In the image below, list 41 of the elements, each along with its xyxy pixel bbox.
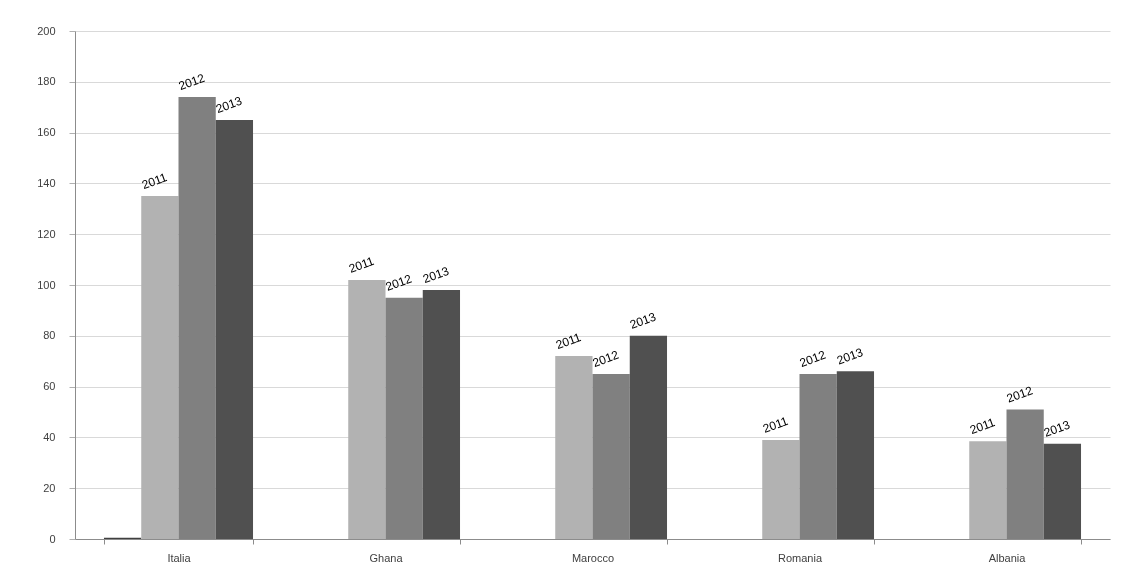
bar: [629, 335, 668, 539]
text: 2011: [760, 413, 790, 436]
bar: [348, 279, 386, 539]
y-tick-label: 60: [43, 380, 56, 393]
y-tick-label: 40: [43, 430, 56, 443]
text: 2013: [834, 345, 865, 368]
text: 2011: [553, 330, 583, 353]
bar: [555, 356, 593, 539]
text: 2011: [346, 253, 376, 276]
y-tick-label: 200: [37, 24, 56, 37]
text: 2013: [627, 309, 658, 332]
bar: [1043, 443, 1082, 539]
text: 2012: [176, 70, 207, 94]
y-tick-label: 20: [43, 481, 56, 494]
x-tick-label: Albania: [988, 551, 1027, 564]
text: 2012: [383, 271, 414, 294]
y-tick-label: 100: [37, 278, 56, 291]
text: 2013: [1041, 417, 1072, 440]
x-tick-label: Italia: [167, 551, 192, 564]
y-tick-label: 180: [37, 75, 56, 88]
text: 2012: [1004, 383, 1035, 406]
y-tick-label: 160: [37, 126, 56, 139]
x-tick-label: Ghana: [369, 551, 404, 564]
bar: [422, 290, 461, 539]
bar: [141, 196, 179, 539]
text: 2012: [797, 347, 828, 371]
text: 2013: [213, 93, 244, 117]
bar: [836, 371, 875, 539]
bar: [969, 441, 1007, 539]
y-tick-label: 80: [43, 329, 56, 342]
text: 2011: [139, 170, 169, 193]
bar: [215, 119, 254, 539]
y-tick-label: 0: [49, 532, 56, 545]
y-tick-label: 120: [37, 227, 56, 240]
text: 2012: [590, 347, 621, 371]
x-tick-label: Romania: [777, 551, 823, 564]
text: 2011: [967, 415, 998, 438]
bar: [762, 439, 800, 539]
text: 2013: [420, 263, 452, 287]
y-tick-label: 140: [37, 176, 56, 189]
x-tick-label: Marocco: [571, 551, 615, 564]
